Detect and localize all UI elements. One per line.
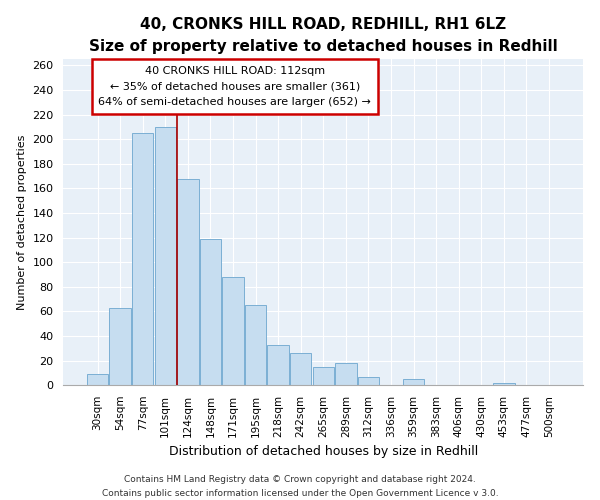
Bar [177, 178, 199, 385]
Bar [358, 376, 379, 385]
Bar [132, 133, 154, 385]
Bar [335, 363, 356, 385]
Y-axis label: Number of detached properties: Number of detached properties [17, 134, 26, 310]
Text: Contains HM Land Registry data © Crown copyright and database right 2024.
Contai: Contains HM Land Registry data © Crown c… [101, 476, 499, 498]
Bar [222, 277, 244, 385]
Bar [493, 382, 515, 385]
Bar [268, 344, 289, 385]
Bar [200, 239, 221, 385]
Bar [87, 374, 108, 385]
Bar [109, 308, 131, 385]
Bar [403, 379, 424, 385]
Text: 40 CRONKS HILL ROAD: 112sqm
← 35% of detached houses are smaller (361)
64% of se: 40 CRONKS HILL ROAD: 112sqm ← 35% of det… [98, 66, 371, 107]
Bar [245, 305, 266, 385]
Bar [155, 127, 176, 385]
X-axis label: Distribution of detached houses by size in Redhill: Distribution of detached houses by size … [169, 446, 478, 458]
Bar [290, 353, 311, 385]
Title: 40, CRONKS HILL ROAD, REDHILL, RH1 6LZ
Size of property relative to detached hou: 40, CRONKS HILL ROAD, REDHILL, RH1 6LZ S… [89, 16, 557, 54]
Bar [313, 366, 334, 385]
